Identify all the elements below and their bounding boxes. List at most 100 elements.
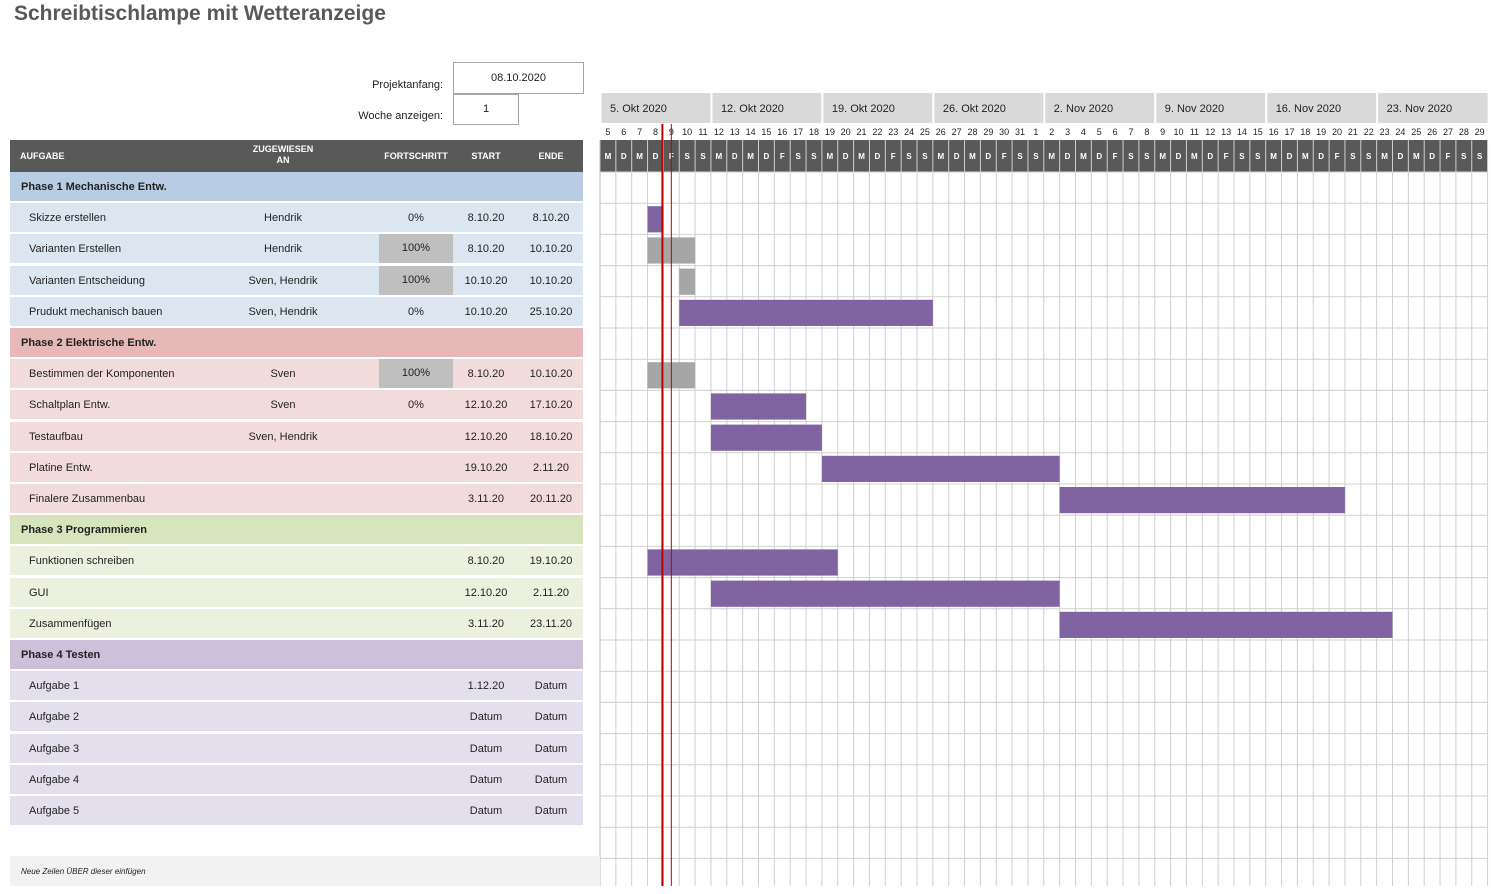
weekday-letter: F bbox=[1113, 152, 1118, 161]
task-progress: 100% bbox=[379, 359, 453, 389]
phase-row[interactable]: Phase 2 Elektrische Entw. bbox=[10, 328, 583, 358]
day-number: 26 bbox=[1427, 127, 1437, 137]
task-start: 19.10.20 bbox=[464, 461, 508, 474]
task-end: 10.10.20 bbox=[529, 274, 573, 287]
day-number: 19 bbox=[825, 127, 835, 137]
day-number: 8 bbox=[653, 127, 658, 137]
day-number: 23 bbox=[1380, 127, 1390, 137]
day-number: 7 bbox=[637, 127, 642, 137]
table-row[interactable]: Varianten Erstellen Hendrik 100% 8.10.20 10.… bbox=[10, 234, 583, 265]
gantt-bar bbox=[679, 268, 696, 295]
task-start: 12.10.20 bbox=[464, 586, 508, 599]
task-start: Datum bbox=[469, 742, 503, 755]
table-row[interactable]: Funktionen schreiben 8.10.20 19.10.20 bbox=[10, 546, 583, 577]
weekday-letter: S bbox=[1461, 152, 1467, 161]
week-label: 26. Okt 2020 bbox=[943, 103, 1006, 115]
task-name: Varianten Erstellen bbox=[29, 243, 122, 256]
day-number: 20 bbox=[841, 127, 851, 137]
table-row[interactable]: Aufgabe 5 Datum Datum bbox=[10, 796, 583, 826]
day-number: 20 bbox=[1332, 127, 1342, 137]
task-end: Datum bbox=[534, 805, 568, 817]
day-number: 1 bbox=[1033, 127, 1038, 137]
table-row[interactable]: Zusammenfügen 3.11.20 23.11.20 bbox=[10, 608, 583, 639]
day-number: 12 bbox=[714, 127, 724, 137]
day-number: 3 bbox=[1065, 127, 1070, 137]
page-title: Schreibtischlampe mit Wetteranzeige bbox=[14, 2, 386, 25]
table-row[interactable]: Aufgabe 1 1.12.20 Datum bbox=[10, 671, 583, 702]
table-row[interactable]: Aufgabe 4 Datum Datum bbox=[10, 764, 583, 795]
day-number: 16 bbox=[1269, 127, 1279, 137]
gantt-bar bbox=[710, 424, 822, 451]
table-row[interactable]: Platine Entw. 19.10.20 2.11.20 bbox=[10, 452, 583, 483]
week-display-input[interactable]: 1 bbox=[453, 94, 519, 125]
col-assigned-header: ZUGEWIESEN AN bbox=[252, 144, 314, 165]
table-row[interactable]: Skizze erstellen Hendrik 0% 8.10.20 8.10.20 bbox=[10, 203, 583, 234]
day-number: 25 bbox=[1411, 127, 1421, 137]
phase-row[interactable]: Phase 1 Mechanische Entw. bbox=[10, 172, 583, 202]
weekday-letter: D bbox=[1207, 152, 1213, 161]
weekday-letter: S bbox=[1477, 152, 1483, 161]
table-row[interactable]: Bestimmen der Komponenten Sven 100% 8.10.20… bbox=[10, 359, 583, 390]
weekday-letter: F bbox=[780, 152, 785, 161]
weekday-letter: D bbox=[1096, 152, 1102, 161]
table-row[interactable]: GUI 12.10.20 2.11.20 bbox=[10, 577, 583, 608]
task-end: 20.11.20 bbox=[529, 493, 572, 505]
day-number: 8 bbox=[1144, 127, 1149, 137]
day-number: 12 bbox=[1205, 127, 1215, 137]
phase-row[interactable]: Phase 3 Programmieren bbox=[10, 515, 583, 546]
week-label: 16. Nov 2020 bbox=[1276, 103, 1341, 115]
day-number: 29 bbox=[1475, 127, 1485, 137]
task-start: 10.10.20 bbox=[464, 305, 508, 318]
weekday-letter: F bbox=[1002, 152, 1007, 161]
table-row[interactable]: Finalere Zusammenbau 3.11.20 20.11.20 bbox=[10, 484, 583, 514]
project-start-input[interactable]: 08.10.2020 bbox=[453, 62, 584, 94]
task-name: Aufgabe 1 bbox=[29, 680, 80, 693]
task-name: Aufgabe 5 bbox=[29, 805, 80, 817]
table-row[interactable]: Testaufbau Sven, Hendrik 12.10.20 18.10.20 bbox=[10, 421, 583, 452]
task-start: Datum bbox=[469, 805, 503, 817]
weekday-letter: S bbox=[1033, 152, 1039, 161]
task-progress: 0% bbox=[408, 305, 424, 318]
day-number: 29 bbox=[983, 127, 993, 137]
weekday-letter: S bbox=[795, 152, 801, 161]
table-row[interactable]: Prudukt mechanisch bauen Sven, Hendrik 0% 1… bbox=[10, 296, 583, 327]
table-row[interactable]: Schaltplan Entw. Sven 0% 12.10.20 17.10.20 bbox=[10, 390, 583, 421]
task-name: Skizze erstellen bbox=[29, 212, 107, 225]
gantt-bar bbox=[710, 393, 807, 420]
day-number: 16 bbox=[777, 127, 787, 137]
table-row[interactable]: Aufgabe 2 Datum Datum bbox=[10, 702, 583, 733]
day-number: 9 bbox=[1160, 127, 1165, 137]
day-number: 22 bbox=[1364, 127, 1374, 137]
task-start: 3.11.20 bbox=[468, 493, 504, 505]
weekday-letter: D bbox=[1287, 152, 1293, 161]
weekday-letter: S bbox=[1017, 152, 1023, 161]
day-number: 22 bbox=[872, 127, 882, 137]
day-number: 6 bbox=[621, 127, 626, 137]
task-end: 18.10.20 bbox=[529, 430, 573, 443]
day-number: 28 bbox=[1459, 127, 1469, 137]
table-row[interactable]: Varianten Entscheidung Sven, Hendrik 100% 1… bbox=[10, 265, 583, 296]
weekday-letter: S bbox=[1255, 152, 1261, 161]
task-end: 10.10.20 bbox=[529, 243, 573, 256]
task-name: Aufgabe 3 bbox=[29, 742, 80, 755]
day-number: 13 bbox=[730, 127, 740, 137]
gantt-bar bbox=[647, 206, 664, 233]
col-start-header: START bbox=[471, 151, 501, 161]
phase-title: Phase 1 Mechanische Entw. bbox=[21, 181, 167, 193]
weekday-letter: M bbox=[1302, 152, 1309, 161]
weekday-letter: M bbox=[747, 152, 754, 161]
day-number: 17 bbox=[793, 127, 803, 137]
task-assigned: Sven, Hendrik bbox=[248, 430, 318, 443]
phase-title: Phase 2 Elektrische Entw. bbox=[21, 337, 157, 349]
weekday-letter: M bbox=[826, 152, 833, 161]
task-name: Funktionen schreiben bbox=[29, 555, 135, 568]
task-end: 2.11.20 bbox=[533, 586, 569, 599]
weekday-letter: F bbox=[1335, 152, 1340, 161]
phase-row[interactable]: Phase 4 Testen bbox=[10, 640, 583, 670]
weekday-letter: S bbox=[1239, 152, 1245, 161]
task-name: Bestimmen der Komponenten bbox=[29, 368, 175, 381]
table-row[interactable]: Aufgabe 3 Datum Datum bbox=[10, 733, 583, 764]
weekday-letter: M bbox=[969, 152, 976, 161]
day-number: 31 bbox=[1015, 127, 1025, 137]
